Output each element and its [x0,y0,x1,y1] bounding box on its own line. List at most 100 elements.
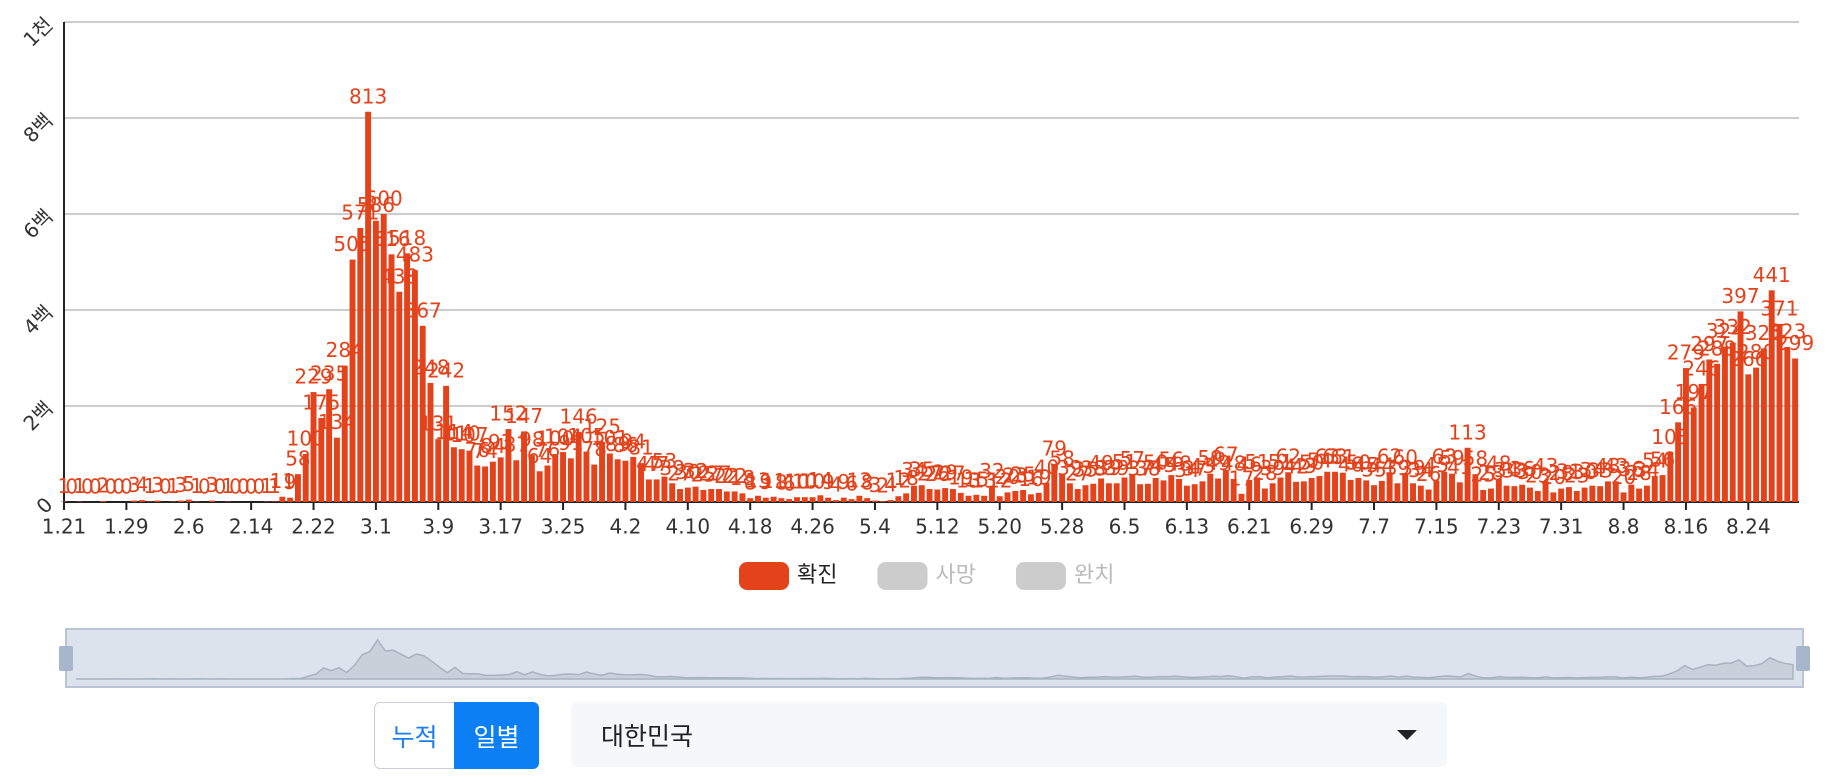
bar [1090,483,1097,502]
bar [739,493,746,502]
slider-handle[interactable] [59,646,73,671]
bar [1682,368,1689,502]
data-label: 35 [909,458,934,482]
data-label: 26 [925,462,950,486]
data-label: 56 [1650,448,1675,472]
data-label: 51 [1112,450,1137,474]
bar [1433,480,1440,502]
bar [333,437,340,502]
data-label: 299 [1776,331,1814,355]
data-label: 43 [1603,454,1628,478]
bar [1098,478,1105,502]
data-label: 6 [783,472,796,496]
data-label: 50 [1299,451,1324,475]
bar [895,496,902,502]
data-label: 20 [1611,465,1636,489]
data-label: 0 [65,475,78,499]
data-label: 18 [730,466,755,490]
x-tick-label: 6.29 [1289,515,1334,539]
legend-item[interactable]: 완치 [1015,562,1114,590]
data-label: 3 [206,473,219,497]
legend-item[interactable]: 사망 [877,562,976,590]
data-label: 100 [536,427,574,451]
bar [1105,483,1112,502]
data-label: 49 [1088,451,1113,475]
bar [1144,483,1151,502]
data-label: 33 [1587,459,1612,483]
data-label: 46 [1338,452,1363,476]
bar [926,489,933,502]
cumulative-button[interactable]: 누적 [374,702,455,769]
x-tick-label: 4.10 [666,515,711,539]
data-label: 107 [450,423,488,447]
data-label: 45 [1151,453,1176,477]
y-tick-label: 8백 [18,108,57,147]
data-label: 39 [1104,456,1129,480]
data-label: 27 [706,462,731,486]
data-label: 40 [1034,455,1059,479]
bar [404,253,411,502]
bar [1269,483,1276,502]
data-label: 63 [1322,444,1347,468]
data-label: 76 [535,438,560,462]
data-label: 30 [675,460,700,484]
data-label: 6 [845,472,858,496]
data-label: 1 [143,474,156,498]
data-label: 1 [73,474,86,498]
bar [1675,422,1682,502]
bar [178,500,184,502]
data-label: 0 [198,475,211,499]
data-label: 18 [893,466,918,490]
data-label: 3 [128,473,141,497]
bar [583,451,590,502]
data-label: 45 [1353,453,1378,477]
bar [949,489,956,502]
data-label: 0 [159,475,172,499]
bar [1480,490,1487,502]
data-label: 43 [1533,454,1558,478]
bar [778,498,785,502]
bar [1082,485,1089,502]
legend-item[interactable]: 확진 [739,562,837,590]
bar [1410,483,1416,502]
bar [1784,346,1791,502]
data-label: 11 [761,469,786,493]
bar [1332,471,1338,502]
data-label: 0 [120,475,133,499]
data-label: 34 [1634,458,1659,482]
bar [1542,481,1549,502]
bar [731,491,738,502]
region-select[interactable]: 대한민국 [571,702,1447,767]
bar [185,499,192,502]
bar [1004,492,1011,502]
data-label: 4 [884,473,897,497]
data-label: 101 [591,426,629,450]
daily-button[interactable]: 일별 [454,702,539,769]
bar [1215,478,1222,502]
bar [505,429,512,502]
bar [872,500,878,502]
data-label: 505 [333,232,371,256]
bar [864,498,871,502]
data-label: 324 [1706,319,1744,343]
bar [1776,323,1783,502]
x-tick-label: 5.4 [859,515,891,539]
data-label: 27 [698,462,723,486]
bar [614,459,621,502]
bar [684,487,691,502]
data-label: 134 [318,410,356,434]
data-label: 197 [1675,380,1713,404]
bar [723,491,730,502]
bar [466,450,473,502]
data-label: 100 [287,427,325,451]
data-label: 4 [136,473,149,497]
bar [1643,485,1650,502]
data-label: 32 [979,459,1004,483]
data-label: 34 [901,458,926,482]
bar [1667,452,1674,502]
slider-handle[interactable] [1796,646,1810,671]
bar [1495,478,1502,502]
bar [1347,479,1354,502]
bar [1378,480,1385,502]
data-label: 36 [1509,457,1534,481]
